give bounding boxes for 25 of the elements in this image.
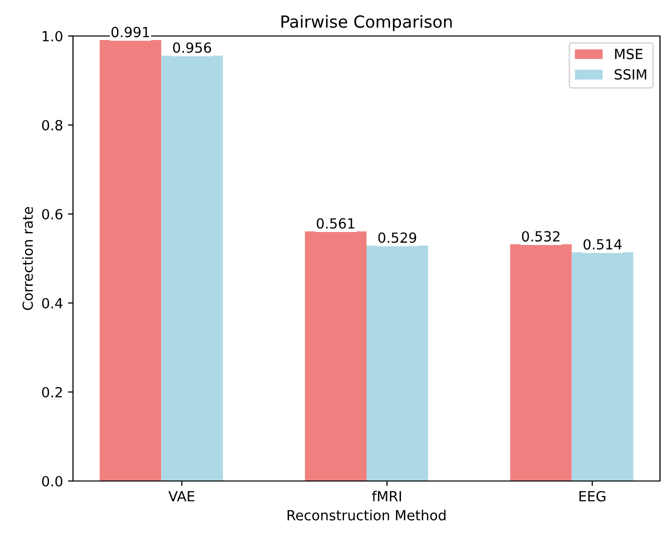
chart-title: Pairwise Comparison <box>281 15 452 32</box>
bar <box>161 56 223 481</box>
bar <box>304 231 366 481</box>
y-tick-label: 0.8 <box>42 120 62 130</box>
bar <box>572 252 634 481</box>
y-tick-label: 0.0 <box>42 476 62 486</box>
data-label: 0.956 <box>173 42 212 53</box>
x-tick-label: VAE <box>168 491 194 502</box>
data-label: 0.514 <box>584 239 622 250</box>
legend-label: SSIM <box>614 69 646 80</box>
data-label: 0.991 <box>112 26 150 38</box>
y-tick-label: 0.4 <box>42 298 62 308</box>
x-tick-label: EEG <box>579 490 606 502</box>
data-label: 0.529 <box>378 232 416 243</box>
y-tick-label: 0.2 <box>42 386 62 398</box>
legend-label: MSE <box>615 48 642 60</box>
x-axis-title: Reconstruction Method <box>288 510 446 520</box>
data-label: 0.561 <box>316 218 354 229</box>
y-axis-title: Correction rate <box>22 207 33 310</box>
bar <box>366 246 428 481</box>
y-tick-label: 0.6 <box>42 208 62 220</box>
bar <box>510 244 572 481</box>
y-tick-label: 1.0 <box>42 30 62 42</box>
x-tick-label: fMRI <box>372 490 401 502</box>
data-label: 0.532 <box>522 231 560 242</box>
